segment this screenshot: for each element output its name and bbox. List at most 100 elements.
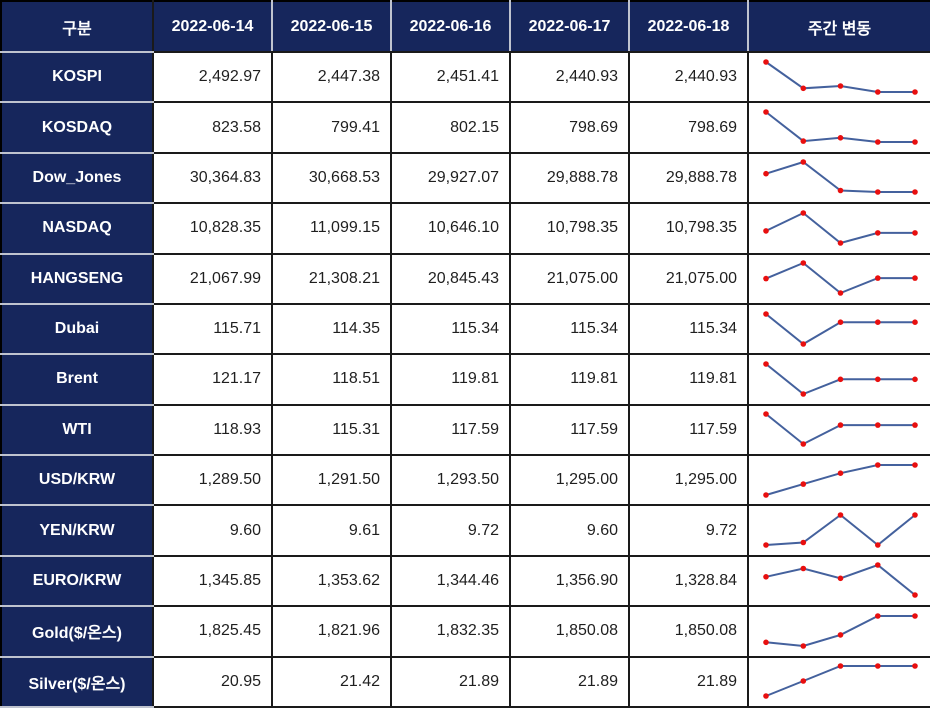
sparkline-marker (875, 461, 881, 468)
value-cell: 30,668.53 (271, 151, 392, 205)
value-cell: 119.81 (628, 353, 749, 406)
table-row: KOSDAQ 823.58 799.41 802.15 798.69 798.69 (1, 101, 930, 154)
value-cell: 115.71 (152, 302, 273, 356)
sparkline-wrapper (750, 558, 929, 603)
value-cell: 1,328.84 (628, 554, 749, 608)
sparkline-marker (837, 188, 844, 194)
sparkline-chart (763, 461, 918, 498)
sparkline-line (765, 513, 916, 547)
sparkline-marker (912, 592, 918, 599)
sparkline-chart (763, 663, 918, 700)
sparkline-marker (800, 85, 807, 91)
sparkline-marker (837, 422, 844, 429)
value-cell: 119.81 (390, 353, 511, 406)
sparkline-marker (837, 318, 844, 325)
row-label-cell: Brent (1, 353, 154, 406)
sparkline-marker (912, 88, 918, 95)
value-cell: 115.31 (271, 403, 392, 457)
value-cell: 798.69 (509, 101, 630, 154)
table-row: Gold($/온스) 1,825.45 1,821.96 1,832.35 1,850.… (1, 605, 930, 658)
value-cell: 21,075.00 (509, 252, 630, 305)
value-cell: 117.59 (628, 403, 749, 457)
sparkline-cell (747, 151, 930, 205)
sparkline-marker (763, 171, 769, 177)
sparkline-cell (747, 101, 930, 154)
sparkline-marker (800, 138, 807, 144)
sparkline-cell (747, 353, 930, 406)
sparkline-marker (875, 542, 881, 548)
sparkline-cell (747, 554, 930, 608)
sparkline-marker (837, 631, 844, 638)
value-cell: 1,293.50 (390, 453, 511, 507)
sparkline-marker (837, 82, 844, 89)
sparkline-cell (747, 50, 930, 104)
sparkline-wrapper (750, 55, 929, 100)
sparkline-marker (763, 639, 769, 645)
table-header: 구분 2022-06-14 2022-06-15 2022-06-16 2022… (1, 1, 930, 53)
row-label-cell: YEN/KRW (1, 504, 154, 557)
sparkline-marker (763, 227, 769, 234)
sparkline-wrapper (750, 508, 929, 553)
row-label-cell: WTI (1, 403, 154, 457)
sparkline-marker (912, 512, 918, 518)
value-cell: 29,888.78 (509, 151, 630, 205)
sparkline-line (765, 413, 915, 446)
table-row: YEN/KRW 9.60 9.61 9.72 9.60 9.72 (1, 504, 930, 557)
table-row: NASDAQ 10,828.35 11,099.15 10,646.10 10,798.… (1, 202, 930, 255)
header-weekly-change: 주간 변동 (747, 1, 930, 53)
table-row: USD/KRW 1,289.50 1,291.50 1,293.50 1,295.00 1… (1, 453, 930, 507)
row-label-cell: KOSPI (1, 50, 154, 104)
value-cell: 21.89 (509, 655, 630, 708)
row-label-cell: HANGSENG (1, 252, 154, 305)
sparkline-marker (875, 422, 881, 429)
value-cell: 21.42 (271, 655, 392, 708)
row-label-cell: Dubai (1, 302, 154, 356)
value-cell: 1,356.90 (509, 554, 630, 608)
sparkline-line (765, 312, 915, 345)
sparkline-marker (763, 275, 769, 282)
sparkline-marker (875, 275, 881, 282)
row-label-cell: NASDAQ (1, 202, 154, 255)
sparkline-marker (912, 422, 918, 429)
value-cell: 21,308.21 (271, 252, 392, 305)
header-date-4: 2022-06-17 (509, 1, 630, 53)
value-cell: 115.34 (628, 302, 749, 356)
value-cell: 799.41 (271, 101, 392, 154)
sparkline-marker (912, 663, 918, 670)
value-cell: 10,798.35 (509, 202, 630, 255)
value-cell: 10,828.35 (152, 202, 273, 255)
sparkline-marker (875, 613, 881, 619)
sparkline-chart (763, 210, 918, 246)
value-cell: 117.59 (509, 403, 630, 457)
sparkline-chart (763, 512, 918, 548)
sparkline-marker (800, 391, 807, 397)
sparkline-marker (763, 361, 769, 367)
value-cell: 1,291.50 (271, 453, 392, 507)
table-row: HANGSENG 21,067.99 21,308.21 20,845.43 21,07… (1, 252, 930, 305)
sparkline-marker (837, 663, 844, 670)
sparkline-marker (912, 229, 918, 236)
sparkline-marker (763, 693, 769, 700)
sparkline-marker (875, 562, 881, 569)
sparkline-wrapper (750, 407, 929, 452)
value-cell: 823.58 (152, 101, 273, 154)
sparkline-marker (763, 491, 769, 498)
sparkline-marker (875, 663, 881, 670)
sparkline-marker (875, 229, 881, 236)
sparkline-marker (763, 411, 769, 418)
value-cell: 1,295.00 (509, 453, 630, 507)
header-date-3: 2022-06-16 (390, 1, 511, 53)
value-cell: 117.59 (390, 403, 511, 457)
value-cell: 2,440.93 (509, 50, 630, 104)
sparkline-marker (763, 109, 769, 115)
sparkline-chart (763, 109, 918, 145)
sparkline-line (765, 262, 915, 295)
value-cell: 9.60 (152, 504, 273, 557)
sparkline-marker (800, 159, 807, 166)
sparkline-chart (763, 613, 918, 649)
sparkline-marker (875, 376, 881, 383)
sparkline-wrapper (750, 458, 929, 503)
value-cell: 1,850.08 (509, 605, 630, 658)
value-cell: 1,345.85 (152, 554, 273, 608)
value-cell: 10,798.35 (628, 202, 749, 255)
